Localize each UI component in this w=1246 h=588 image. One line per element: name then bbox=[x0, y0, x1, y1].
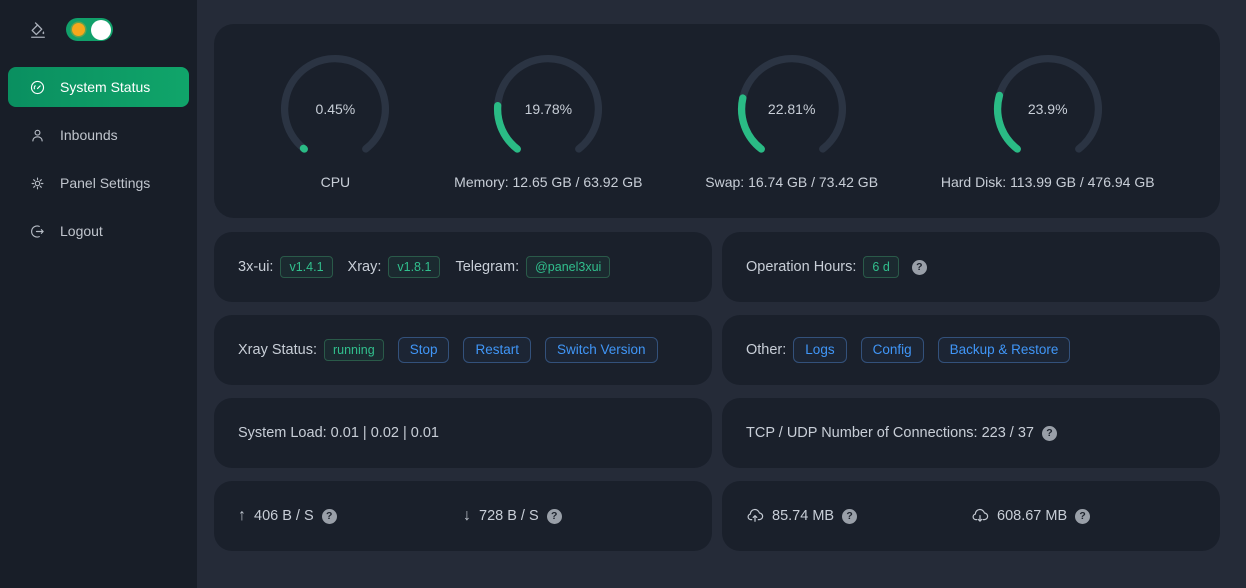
total-traffic-card: 85.74 MB ? 608.67 MB ? bbox=[722, 481, 1220, 551]
system-load-card: System Load: 0.01 | 0.02 | 0.01 bbox=[214, 398, 712, 468]
cpu-gauge-value: 0.45% bbox=[315, 100, 356, 117]
help-icon[interactable]: ? bbox=[842, 508, 858, 524]
logs-button[interactable]: Logs bbox=[793, 337, 847, 363]
xray-status-card: Xray Status: running Stop Restart Switch… bbox=[214, 315, 712, 385]
xui-version-tag: v1.4.1 bbox=[280, 256, 333, 278]
logout-icon bbox=[29, 223, 46, 240]
xray-version-tag: v1.8.1 bbox=[388, 256, 441, 278]
config-button[interactable]: Config bbox=[860, 337, 924, 363]
sidebar-header bbox=[0, 14, 197, 53]
telegram-handle-tag[interactable]: @panel3xui bbox=[526, 256, 611, 278]
cpu-gauge: 0.45% CPU bbox=[279, 53, 391, 190]
disk-gauge-label: Hard Disk: 113.99 GB / 476.94 GB bbox=[940, 173, 1155, 190]
sidebar-item-panel-settings[interactable]: Panel Settings bbox=[8, 163, 189, 203]
traffic-sent-value: 85.74 MB bbox=[772, 508, 835, 524]
traffic-sent: 85.74 MB ? bbox=[746, 507, 971, 525]
arrow-up-icon: ↑ bbox=[238, 507, 246, 524]
dark-mode-toggle[interactable] bbox=[66, 18, 113, 41]
help-icon[interactable]: ? bbox=[1075, 508, 1091, 524]
versions-card: 3x-ui: v1.4.1 Xray: v1.8.1 Telegram: @pa… bbox=[214, 232, 712, 302]
traffic-received: 608.67 MB ? bbox=[971, 507, 1196, 525]
memory-gauge-label: Memory: 12.65 GB / 63.92 GB bbox=[454, 173, 643, 190]
operation-hours-tag: 6 d bbox=[863, 256, 899, 278]
memory-gauge-value: 19.78% bbox=[524, 100, 573, 117]
other-actions-card: Other: Logs Config Backup & Restore bbox=[722, 315, 1220, 385]
sun-icon bbox=[72, 23, 85, 36]
help-icon[interactable]: ? bbox=[911, 259, 927, 275]
xray-status-tag: running bbox=[323, 339, 384, 361]
sidebar-item-label: Inbounds bbox=[60, 127, 118, 143]
cloud-download-icon bbox=[971, 507, 989, 525]
arrow-down-icon: ↓ bbox=[463, 507, 471, 524]
swap-gauge-value: 22.81% bbox=[767, 100, 816, 117]
sidebar-item-label: Panel Settings bbox=[60, 175, 151, 191]
download-speed: ↓ 728 B / S ? bbox=[463, 507, 688, 525]
gear-icon bbox=[29, 175, 46, 192]
other-label: Other: bbox=[746, 342, 787, 358]
user-icon bbox=[29, 127, 46, 144]
sidebar-item-system-status[interactable]: System Status bbox=[8, 67, 189, 107]
operation-hours-label: Operation Hours: bbox=[746, 259, 857, 275]
upload-speed: ↑ 406 B / S ? bbox=[238, 507, 463, 525]
xray-version-label: Xray: bbox=[347, 259, 382, 275]
disk-gauge: 23.9% Hard Disk: 113.99 GB / 476.94 GB bbox=[941, 53, 1155, 190]
main-content: 0.45% CPU 19.78% Memory: 12.65 GB / 63.9… bbox=[197, 0, 1246, 588]
switch-version-button[interactable]: Switch Version bbox=[544, 337, 658, 363]
cpu-gauge-label: CPU bbox=[320, 173, 351, 190]
sidebar: System Status Inbounds Panel Settings bbox=[0, 0, 197, 588]
restart-button[interactable]: Restart bbox=[463, 337, 531, 363]
xray-status-label: Xray Status: bbox=[238, 342, 317, 358]
system-gauges-card: 0.45% CPU 19.78% Memory: 12.65 GB / 63.9… bbox=[214, 24, 1220, 218]
network-speed-card: ↑ 406 B / S ? ↓ 728 B / S ? bbox=[214, 481, 712, 551]
upload-speed-value: 406 B / S bbox=[254, 508, 314, 524]
toggle-knob bbox=[91, 19, 111, 40]
swap-gauge: 22.81% Swap: 16.74 GB / 73.42 GB bbox=[705, 53, 878, 190]
stop-button[interactable]: Stop bbox=[397, 337, 450, 363]
memory-gauge: 19.78% Memory: 12.65 GB / 63.92 GB bbox=[454, 53, 642, 190]
sidebar-item-inbounds[interactable]: Inbounds bbox=[8, 115, 189, 155]
telegram-label: Telegram: bbox=[455, 259, 520, 275]
connections-text: TCP / UDP Number of Connections: 223 / 3… bbox=[746, 425, 1034, 441]
dashboard-icon bbox=[29, 79, 46, 96]
system-load-text: System Load: 0.01 | 0.02 | 0.01 bbox=[238, 425, 439, 441]
download-speed-value: 728 B / S bbox=[479, 508, 539, 524]
backup-restore-button[interactable]: Backup & Restore bbox=[937, 337, 1071, 363]
help-icon[interactable]: ? bbox=[546, 508, 562, 524]
sidebar-item-logout[interactable]: Logout bbox=[8, 211, 189, 251]
traffic-received-value: 608.67 MB bbox=[997, 508, 1068, 524]
connections-card: TCP / UDP Number of Connections: 223 / 3… bbox=[722, 398, 1220, 468]
sidebar-item-label: Logout bbox=[60, 223, 103, 239]
sidebar-item-label: System Status bbox=[60, 79, 151, 95]
cloud-upload-icon bbox=[746, 507, 764, 525]
theme-paint-bucket-icon bbox=[28, 20, 48, 40]
help-icon[interactable]: ? bbox=[1042, 425, 1057, 441]
xui-version-label: 3x-ui: bbox=[238, 259, 274, 275]
swap-gauge-label: Swap: 16.74 GB / 73.42 GB bbox=[705, 173, 879, 190]
help-icon[interactable]: ? bbox=[321, 508, 337, 524]
status-cards-grid: 3x-ui: v1.4.1 Xray: v1.8.1 Telegram: @pa… bbox=[214, 232, 1220, 551]
sidebar-menu: System Status Inbounds Panel Settings bbox=[0, 53, 197, 251]
operation-hours-card: Operation Hours: 6 d ? bbox=[722, 232, 1220, 302]
disk-gauge-value: 23.9% bbox=[1027, 100, 1068, 117]
